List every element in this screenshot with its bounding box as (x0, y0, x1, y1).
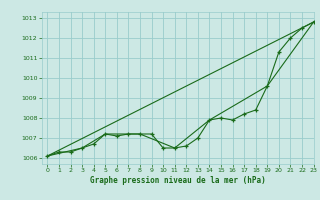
X-axis label: Graphe pression niveau de la mer (hPa): Graphe pression niveau de la mer (hPa) (90, 176, 266, 185)
